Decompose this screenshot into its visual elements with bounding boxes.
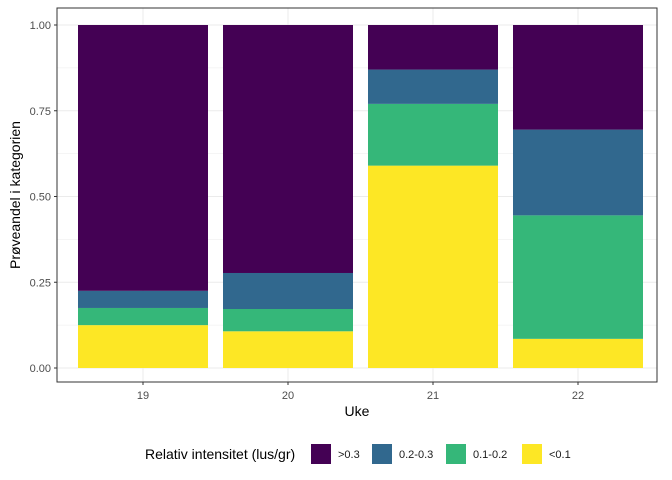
y-tick-label: 1.00 <box>30 20 51 32</box>
bar-segment <box>223 331 353 368</box>
bar-segment <box>223 272 353 310</box>
x-tick-label: 20 <box>282 390 294 402</box>
bar-segment <box>368 69 498 104</box>
bars <box>78 25 643 368</box>
bar-segment <box>368 165 498 368</box>
x-tick-label: 21 <box>427 390 439 402</box>
bar-segment <box>78 307 208 326</box>
panel-border <box>56 7 658 383</box>
legend-title: Relativ intensitet (lus/gr) <box>145 446 295 462</box>
x-tick-label: 22 <box>572 390 584 402</box>
x-tick-label: 19 <box>137 390 149 402</box>
y-tick-label: 0.50 <box>30 192 51 204</box>
bar-segment <box>513 25 643 130</box>
legend-key <box>522 444 542 464</box>
legend: Relativ intensitet (lus/gr) >0.3 0.2-0.3 0… <box>145 444 571 464</box>
bar-segment <box>513 129 643 216</box>
bar-segment <box>513 215 643 339</box>
legend-label: >0.3 <box>338 449 360 461</box>
bar-segment <box>78 290 208 308</box>
bar-segment <box>223 25 353 273</box>
axes: 0.00 0.25 0.50 0.75 1.00 19 20 21 22 <box>30 20 585 402</box>
legend-label: 0.1-0.2 <box>473 449 507 461</box>
bar-segment <box>223 309 353 332</box>
y-tick-label: 0.75 <box>30 106 51 118</box>
legend-label: 0.2-0.3 <box>399 449 433 461</box>
legend-key <box>446 444 466 464</box>
legend-key <box>311 444 331 464</box>
x-axis-title: Uke <box>345 403 370 419</box>
y-tick-label: 0.25 <box>30 277 51 289</box>
legend-key <box>372 444 392 464</box>
bar-segment <box>78 325 208 368</box>
legend-label: <0.1 <box>549 449 571 461</box>
bar-segment <box>368 25 498 70</box>
y-tick-label: 0.00 <box>30 363 51 375</box>
bar-segment <box>513 338 643 368</box>
bar-segment <box>368 103 498 166</box>
bar-segment <box>78 25 208 291</box>
y-axis-title: Prøveandel i kategorien <box>7 121 23 269</box>
